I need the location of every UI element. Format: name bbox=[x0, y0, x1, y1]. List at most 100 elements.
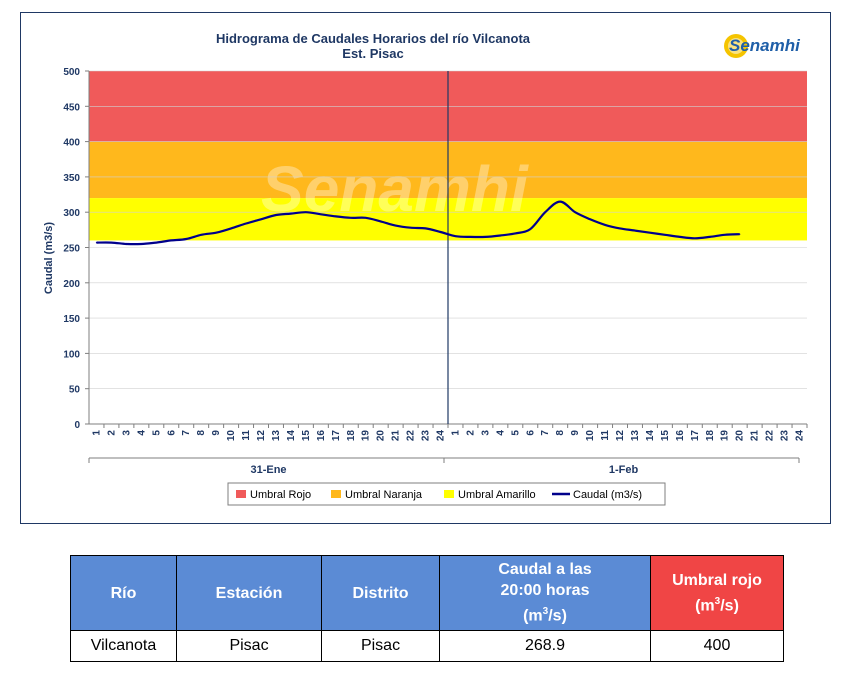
y-tick-label: 150 bbox=[63, 314, 80, 325]
data-point bbox=[619, 227, 621, 229]
data-point bbox=[559, 201, 561, 203]
legend-swatch bbox=[444, 490, 454, 498]
data-point bbox=[395, 225, 397, 227]
y-tick-label: 0 bbox=[74, 420, 80, 431]
x-tick-label: 19 bbox=[720, 430, 731, 442]
data-point bbox=[439, 231, 442, 233]
data-point bbox=[305, 211, 307, 213]
header-rio: Río bbox=[70, 555, 177, 631]
data-point bbox=[694, 237, 696, 239]
data-point bbox=[155, 242, 157, 244]
watermark: Senamhi bbox=[261, 153, 529, 225]
legend-swatch bbox=[236, 490, 246, 498]
y-tick-label: 250 bbox=[63, 244, 80, 255]
x-tick-label: 24 bbox=[795, 430, 806, 442]
chart-title: Hidrograma de Caudales Horarios del río … bbox=[216, 31, 531, 46]
hydrograph-chart: Senamhi Hidrograma de Caudales Horarios … bbox=[43, 31, 808, 506]
x-tick-label: 22 bbox=[765, 430, 776, 442]
x-tick-label: 11 bbox=[600, 430, 611, 441]
data-point bbox=[679, 236, 681, 238]
data-point bbox=[649, 232, 651, 234]
x-tick-label: 22 bbox=[406, 430, 417, 442]
data-point bbox=[290, 213, 292, 215]
x-tick-label: 5 bbox=[151, 430, 162, 436]
cell-distrito: Pisac bbox=[321, 630, 440, 662]
data-point bbox=[320, 213, 322, 215]
data-point bbox=[574, 211, 576, 213]
legend-label: Umbral Amarillo bbox=[458, 489, 536, 501]
x-tick-label: 5 bbox=[510, 430, 521, 436]
header-caudal: Caudal a las 20:00 horas (m3/s) bbox=[439, 555, 651, 631]
info-table: Río Estación Distrito Caudal a las 20:00… bbox=[70, 555, 784, 662]
data-point bbox=[275, 214, 277, 216]
y-tick-label: 450 bbox=[63, 102, 80, 113]
data-point bbox=[514, 232, 516, 234]
x-tick-label: 17 bbox=[690, 430, 701, 442]
data-point bbox=[185, 238, 187, 240]
x-tick-label: 9 bbox=[570, 430, 581, 436]
data-point bbox=[215, 232, 217, 234]
data-point bbox=[365, 217, 367, 219]
x-tick-label: 20 bbox=[376, 430, 387, 442]
x-tick-label: 17 bbox=[331, 430, 342, 442]
data-point bbox=[200, 234, 202, 236]
x-tick-label: 23 bbox=[421, 430, 432, 442]
data-point bbox=[230, 227, 232, 229]
data-point bbox=[110, 242, 112, 244]
data-point bbox=[499, 234, 501, 237]
y-tick-label: 300 bbox=[63, 208, 80, 219]
data-point bbox=[380, 220, 382, 222]
x-tick-label: 15 bbox=[660, 430, 671, 442]
table-header-row: Río Estación Distrito Caudal a las 20:00… bbox=[70, 555, 784, 631]
chart-subtitle: Est. Pisac bbox=[342, 46, 403, 61]
data-point bbox=[454, 235, 457, 237]
x-tick-label: 6 bbox=[166, 430, 177, 436]
data-point bbox=[95, 242, 98, 244]
y-tick-label: 200 bbox=[63, 279, 80, 290]
data-point bbox=[739, 233, 741, 235]
data-point bbox=[634, 230, 636, 232]
data-point bbox=[260, 218, 262, 220]
x-tick-label: 13 bbox=[630, 430, 641, 442]
x-tick-label: 4 bbox=[495, 430, 506, 436]
x-tick-label: 13 bbox=[271, 430, 282, 442]
data-point bbox=[335, 215, 337, 217]
cell-estacion: Pisac bbox=[176, 630, 322, 662]
y-tick-label: 100 bbox=[63, 349, 80, 360]
legend-label: Umbral Rojo bbox=[250, 489, 311, 501]
data-point bbox=[589, 218, 591, 220]
x-tick-label: 23 bbox=[780, 430, 791, 442]
x-tick-label: 7 bbox=[181, 430, 192, 436]
data-point bbox=[350, 217, 352, 219]
legend-swatch bbox=[331, 490, 341, 498]
x-tick-label: 18 bbox=[705, 430, 716, 442]
data-point bbox=[469, 236, 471, 238]
cell-caudal: 268.9 bbox=[439, 630, 651, 662]
cell-umbral: 400 bbox=[650, 630, 784, 662]
table-row: Vilcanota Pisac Pisac 268.9 400 bbox=[70, 630, 784, 662]
cell-rio: Vilcanota bbox=[70, 630, 177, 662]
data-point bbox=[529, 228, 531, 230]
x-tick-label: 21 bbox=[750, 430, 761, 442]
data-point bbox=[140, 243, 142, 245]
data-point bbox=[125, 243, 127, 245]
x-tick-label: 19 bbox=[361, 430, 372, 442]
x-tick-label: 21 bbox=[391, 430, 402, 442]
x-tick-label: 8 bbox=[196, 430, 207, 436]
legend-label: Caudal (m3/s) bbox=[573, 489, 642, 501]
x-tick-label: 16 bbox=[675, 430, 686, 442]
x-tick-label: 18 bbox=[346, 430, 357, 442]
data-point bbox=[604, 224, 606, 226]
x-tick-label: 12 bbox=[256, 430, 267, 442]
data-point bbox=[410, 227, 412, 229]
data-point bbox=[724, 234, 726, 236]
header-umbral-rojo: Umbral rojo (m3/s) bbox=[650, 555, 784, 631]
day-label: 31-Ene bbox=[250, 464, 286, 476]
chart-frame: Senamhi Hidrograma de Caudales Horarios … bbox=[20, 12, 831, 524]
legend-label: Umbral Naranja bbox=[345, 489, 423, 501]
x-tick-label: 7 bbox=[540, 430, 551, 436]
x-tick-label: 14 bbox=[286, 430, 297, 442]
header-distrito: Distrito bbox=[321, 555, 440, 631]
day-label: 1-Feb bbox=[609, 464, 639, 476]
x-tick-label: 4 bbox=[136, 430, 147, 436]
